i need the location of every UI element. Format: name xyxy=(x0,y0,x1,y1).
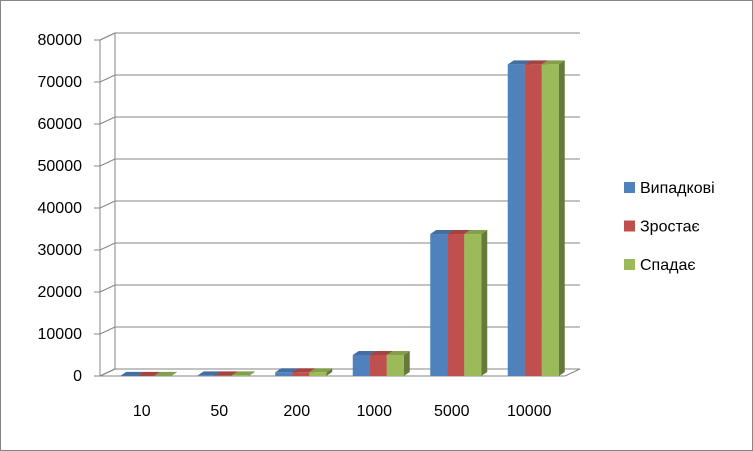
bar-top xyxy=(275,368,299,373)
bar xyxy=(309,372,327,376)
bar-side xyxy=(248,371,255,376)
y-tick-label: 10000 xyxy=(38,326,83,343)
bar-top xyxy=(197,371,221,376)
bar-top xyxy=(386,351,410,355)
bar-top xyxy=(292,368,316,373)
bar xyxy=(464,234,482,376)
grid-line-side xyxy=(99,32,116,41)
grid-line-side xyxy=(99,284,116,293)
bar xyxy=(524,64,542,377)
y-tick-label: 60000 xyxy=(38,116,83,133)
bar-top xyxy=(137,371,161,376)
bar-side xyxy=(403,351,410,376)
bar xyxy=(292,372,310,376)
grid-line-side xyxy=(99,326,116,335)
bar xyxy=(430,234,448,376)
y-tick-label: 20000 xyxy=(38,284,83,301)
grid-line-side xyxy=(99,116,116,125)
bar xyxy=(386,355,404,376)
x-tick-label: 10 xyxy=(133,403,151,420)
y-tick-label: 80000 xyxy=(38,32,83,49)
bar xyxy=(541,64,559,377)
y-tick-label: 40000 xyxy=(38,200,83,217)
bar xyxy=(197,375,215,376)
bar-top xyxy=(231,371,255,376)
grid-line-side xyxy=(99,242,116,251)
bar-top xyxy=(214,371,238,376)
bar-top xyxy=(154,371,178,376)
y-tick-label: 30000 xyxy=(38,242,83,259)
bar xyxy=(231,375,249,376)
x-tick-label: 1000 xyxy=(356,403,392,420)
y-tick-label: 70000 xyxy=(38,74,83,91)
legend-swatch xyxy=(624,259,635,270)
bar xyxy=(447,234,465,376)
bar-top xyxy=(541,60,565,65)
bar-top xyxy=(507,60,531,65)
bar xyxy=(507,64,525,377)
grid-line-side xyxy=(99,368,116,377)
legend-swatch xyxy=(624,182,635,193)
grid-line-side xyxy=(99,200,116,209)
bar-top xyxy=(430,230,454,235)
bar xyxy=(352,355,370,376)
x-tick-label: 10000 xyxy=(507,403,552,420)
bar-top xyxy=(120,371,144,376)
x-tick-label: 50 xyxy=(210,403,228,420)
legend-label: Випадкові xyxy=(640,180,715,197)
legend-label: Зростає xyxy=(640,219,700,236)
bar-top xyxy=(309,368,333,373)
grid-line-side xyxy=(99,74,116,83)
bar-side xyxy=(326,368,333,376)
x-tick-label: 5000 xyxy=(434,403,470,420)
bar xyxy=(275,372,293,376)
legend-swatch xyxy=(624,220,635,232)
bar xyxy=(214,375,232,376)
bar-top xyxy=(352,351,376,355)
bar-side xyxy=(171,371,178,376)
bar xyxy=(369,355,387,376)
y-tick-label: 50000 xyxy=(38,158,83,175)
y-tick-label: 0 xyxy=(73,368,82,385)
bar-side xyxy=(481,230,488,376)
bar-top xyxy=(447,230,471,235)
legend-label: Спадає xyxy=(640,257,696,274)
grid-line-side xyxy=(99,158,116,167)
bar-side xyxy=(558,60,565,377)
bar-top xyxy=(524,60,548,65)
x-tick-label: 200 xyxy=(283,403,310,420)
bar-top xyxy=(369,351,393,355)
bar-top xyxy=(464,230,488,235)
